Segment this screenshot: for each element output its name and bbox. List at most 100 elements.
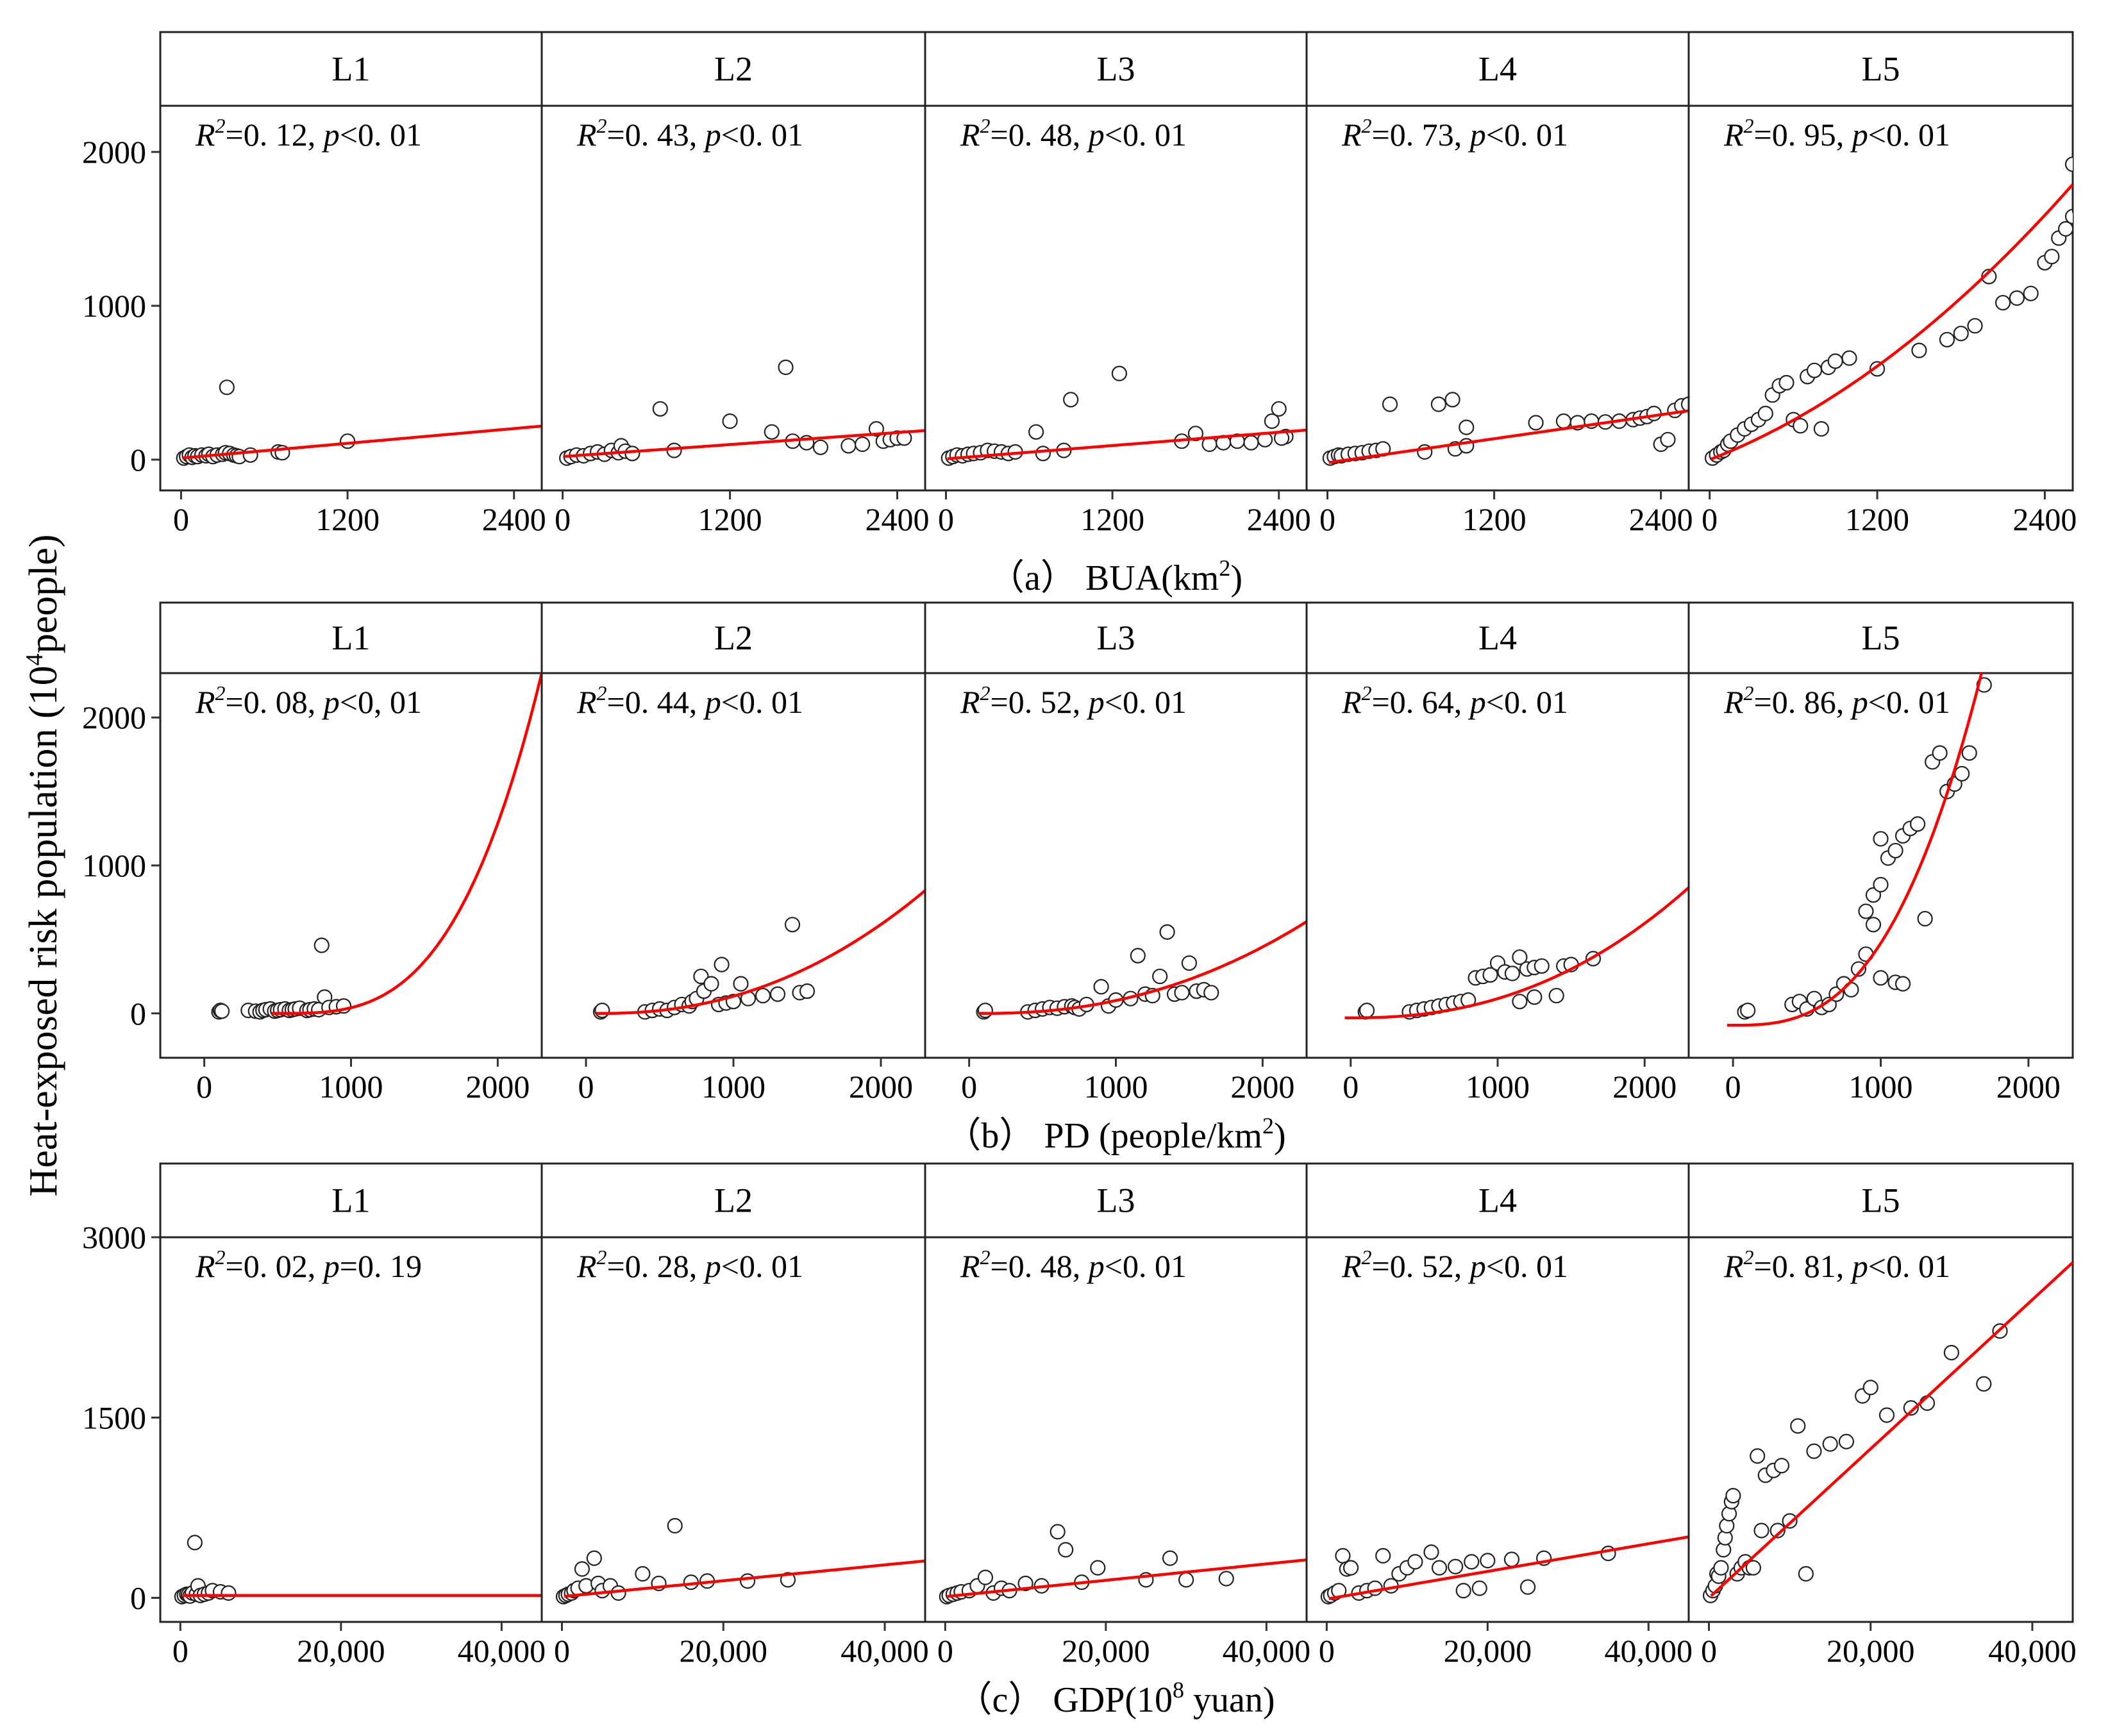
data-point	[1850, 961, 1867, 977]
data-point	[1503, 1551, 1520, 1567]
data-point	[1976, 1376, 1992, 1392]
data-point	[1271, 401, 1287, 417]
data-point	[1865, 917, 1882, 933]
fit-line	[979, 920, 1307, 1015]
data-point	[714, 956, 730, 972]
panel-a-l1: L1 R2=0. 12, p<0. 01 0 1200 2400	[159, 31, 546, 537]
data-point	[221, 1585, 237, 1601]
data-point	[1858, 903, 1874, 919]
data-point	[1822, 1436, 1838, 1452]
data-point	[1455, 1583, 1471, 1599]
data-point	[2071, 188, 2073, 196]
data-point	[1203, 985, 1219, 1001]
r2-annotation: R2=0. 48, p<0. 01	[960, 1246, 1187, 1284]
panel-strip-label: L4	[1478, 50, 1517, 88]
x-tick-label: 1200	[1845, 501, 1909, 537]
data-point	[1953, 326, 1969, 342]
data-point	[1181, 955, 1198, 971]
data-point	[1903, 1400, 1919, 1416]
data-point	[1680, 396, 1689, 412]
data-point	[1873, 970, 1889, 986]
panel-strip-label: L3	[1097, 1181, 1135, 1220]
panel-plot-area	[559, 359, 925, 466]
data-point	[841, 438, 857, 454]
data-point	[1827, 353, 1843, 369]
panel-strip	[924, 601, 1308, 674]
panel-strip-label: L2	[714, 1181, 753, 1220]
panel-c-l2: L2 R2=0. 28, p<0. 01 0 20,000 40,000	[540, 1162, 929, 1669]
data-point	[977, 1003, 993, 1019]
x-tick-label: 40,000	[1605, 1633, 1693, 1669]
x-tick-label: 20,000	[1062, 1633, 1150, 1669]
data-point	[594, 1003, 610, 1019]
fit-line	[1328, 409, 1689, 464]
data-point	[703, 976, 719, 992]
x-tick-label: 0	[555, 501, 571, 537]
panel-plot-area	[211, 673, 542, 1020]
panel-strip	[159, 31, 543, 107]
panel-plot-area	[1727, 673, 1992, 1027]
data-point	[635, 1565, 651, 1582]
panel-plot-area	[1322, 392, 1689, 466]
y-tick-label: 1500	[82, 1399, 146, 1435]
data-point	[1865, 887, 1882, 903]
data-point	[1359, 1003, 1375, 1019]
y-tick-label: 2000	[82, 134, 146, 170]
data-point	[733, 976, 749, 992]
x-tick-label: 1200	[1462, 501, 1527, 537]
data-point	[2044, 249, 2060, 265]
data-point	[1130, 947, 1146, 964]
data-point	[1382, 396, 1398, 412]
x-tick-label: 2000	[1996, 1069, 2061, 1105]
data-point	[1162, 1550, 1178, 1566]
x-tick-label: 0	[1725, 1069, 1741, 1105]
x-tick-label: 40,000	[458, 1633, 546, 1669]
data-point	[1444, 392, 1460, 408]
panel-strip	[1687, 31, 2074, 107]
data-point	[1806, 362, 1823, 378]
data-point	[1343, 1560, 1359, 1576]
data-point	[1152, 968, 1168, 985]
data-point	[666, 442, 682, 458]
data-point	[624, 446, 640, 462]
chart-row-a: 0 1000 2000 L1 R2=0. 12, p<0. 01 0 1200 2400 L2 R…	[82, 31, 2077, 598]
data-point	[1471, 1580, 1487, 1596]
data-point	[1480, 1553, 1496, 1569]
panel-frame	[159, 672, 543, 1059]
data-point	[1527, 989, 1543, 1005]
data-point	[1174, 985, 1190, 1001]
panel-c-l5: L5 R2=0. 81, p<0. 01 0 20,000 40,000	[1687, 1162, 2077, 1669]
r2-annotation: R2=0. 52, p<0. 01	[960, 681, 1187, 720]
data-point	[314, 937, 330, 953]
data-point	[1431, 1560, 1448, 1576]
panel-b-l3: L3 R2=0. 52, p<0. 01 0 1000 2000	[924, 601, 1308, 1105]
x-tick-label: 2400	[482, 501, 546, 537]
panel-strip	[1687, 1162, 2074, 1239]
data-point	[1813, 421, 1830, 437]
x-tick-label: 0	[937, 1633, 953, 1669]
x-tick-label: 2000	[465, 1069, 530, 1105]
panel-strip-label: L5	[1862, 1181, 1900, 1220]
panel-plot-area	[976, 920, 1307, 1020]
data-point	[1407, 1554, 1423, 1570]
x-tick-label: 1000	[319, 1069, 383, 1105]
panel-frame	[1305, 672, 1690, 1059]
r2-annotation: R2=0. 48, p<0. 01	[960, 114, 1187, 153]
data-point	[1243, 435, 1259, 451]
x-tick-label: 2000	[1230, 1069, 1294, 1105]
data-point	[1841, 350, 1857, 366]
data-point	[1504, 965, 1521, 981]
data-point	[339, 433, 356, 449]
panel-frame	[159, 104, 543, 492]
fit-line	[1328, 1535, 1689, 1601]
x-tick-label: 0	[1319, 501, 1335, 537]
data-point	[1909, 816, 1926, 832]
panel-strip	[1305, 601, 1690, 674]
fit-line	[1344, 886, 1689, 1019]
panel-strip	[1305, 31, 1690, 107]
panel-plot-area	[939, 1524, 1307, 1605]
data-point	[1740, 1003, 1756, 1019]
data-point	[574, 1561, 590, 1577]
data-point	[1954, 765, 1970, 782]
panel-b-l5: L5 R2=0. 86, p<0. 01 0 1000 2000	[1687, 601, 2074, 1105]
